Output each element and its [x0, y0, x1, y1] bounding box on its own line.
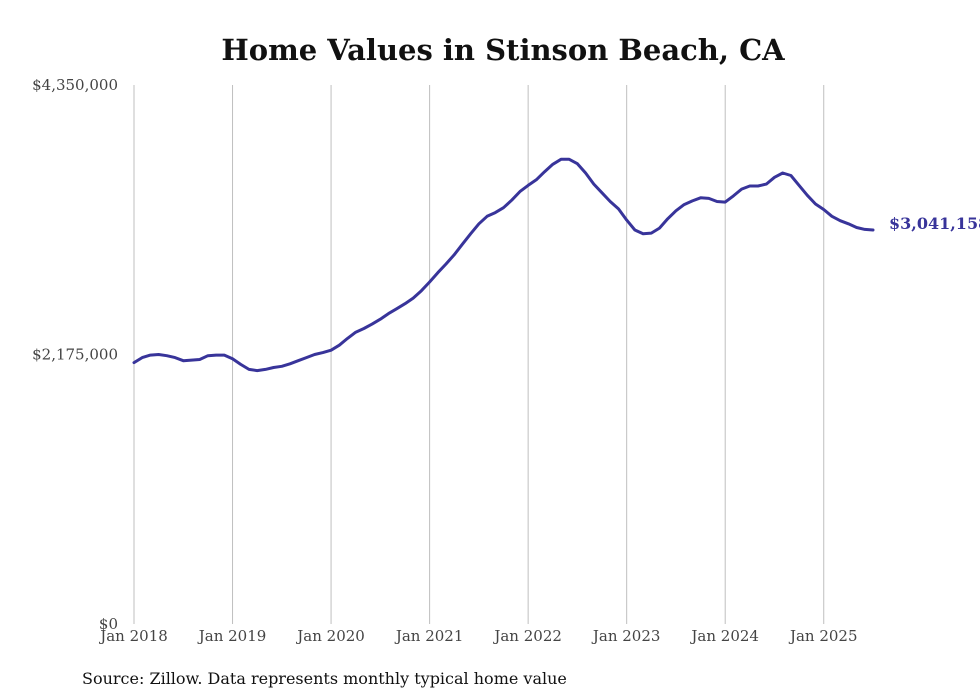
y-tick-label: $0	[99, 615, 118, 633]
y-tick-label: $2,175,000	[32, 346, 118, 364]
x-tick-label: Jan 2021	[394, 627, 464, 645]
x-tick-label: Jan 2019	[197, 627, 267, 645]
x-gridlines	[133, 85, 825, 624]
x-tick-label: Jan 2025	[788, 627, 858, 645]
chart-title: Home Values in Stinson Beach, CA	[221, 33, 785, 67]
x-tick-label: Jan 2022	[492, 627, 562, 645]
x-tick-label: Jan 2024	[689, 627, 759, 645]
y-axis-tick-labels: $0 $2,175,000 $4,350,000	[32, 76, 118, 633]
x-tick-label: Jan 2020	[295, 627, 365, 645]
x-tick-label: Jan 2023	[591, 627, 661, 645]
source-note: Source: Zillow. Data represents monthly …	[82, 669, 567, 688]
x-tick-label: Jan 2018	[98, 627, 168, 645]
home-value-line	[132, 157, 875, 373]
latest-value-label: $3,041,158	[889, 214, 980, 233]
y-tick-label: $4,350,000	[32, 76, 118, 94]
x-axis-tick-labels: Jan 2018 Jan 2019 Jan 2020 Jan 2021 Jan 2022…	[98, 627, 857, 645]
